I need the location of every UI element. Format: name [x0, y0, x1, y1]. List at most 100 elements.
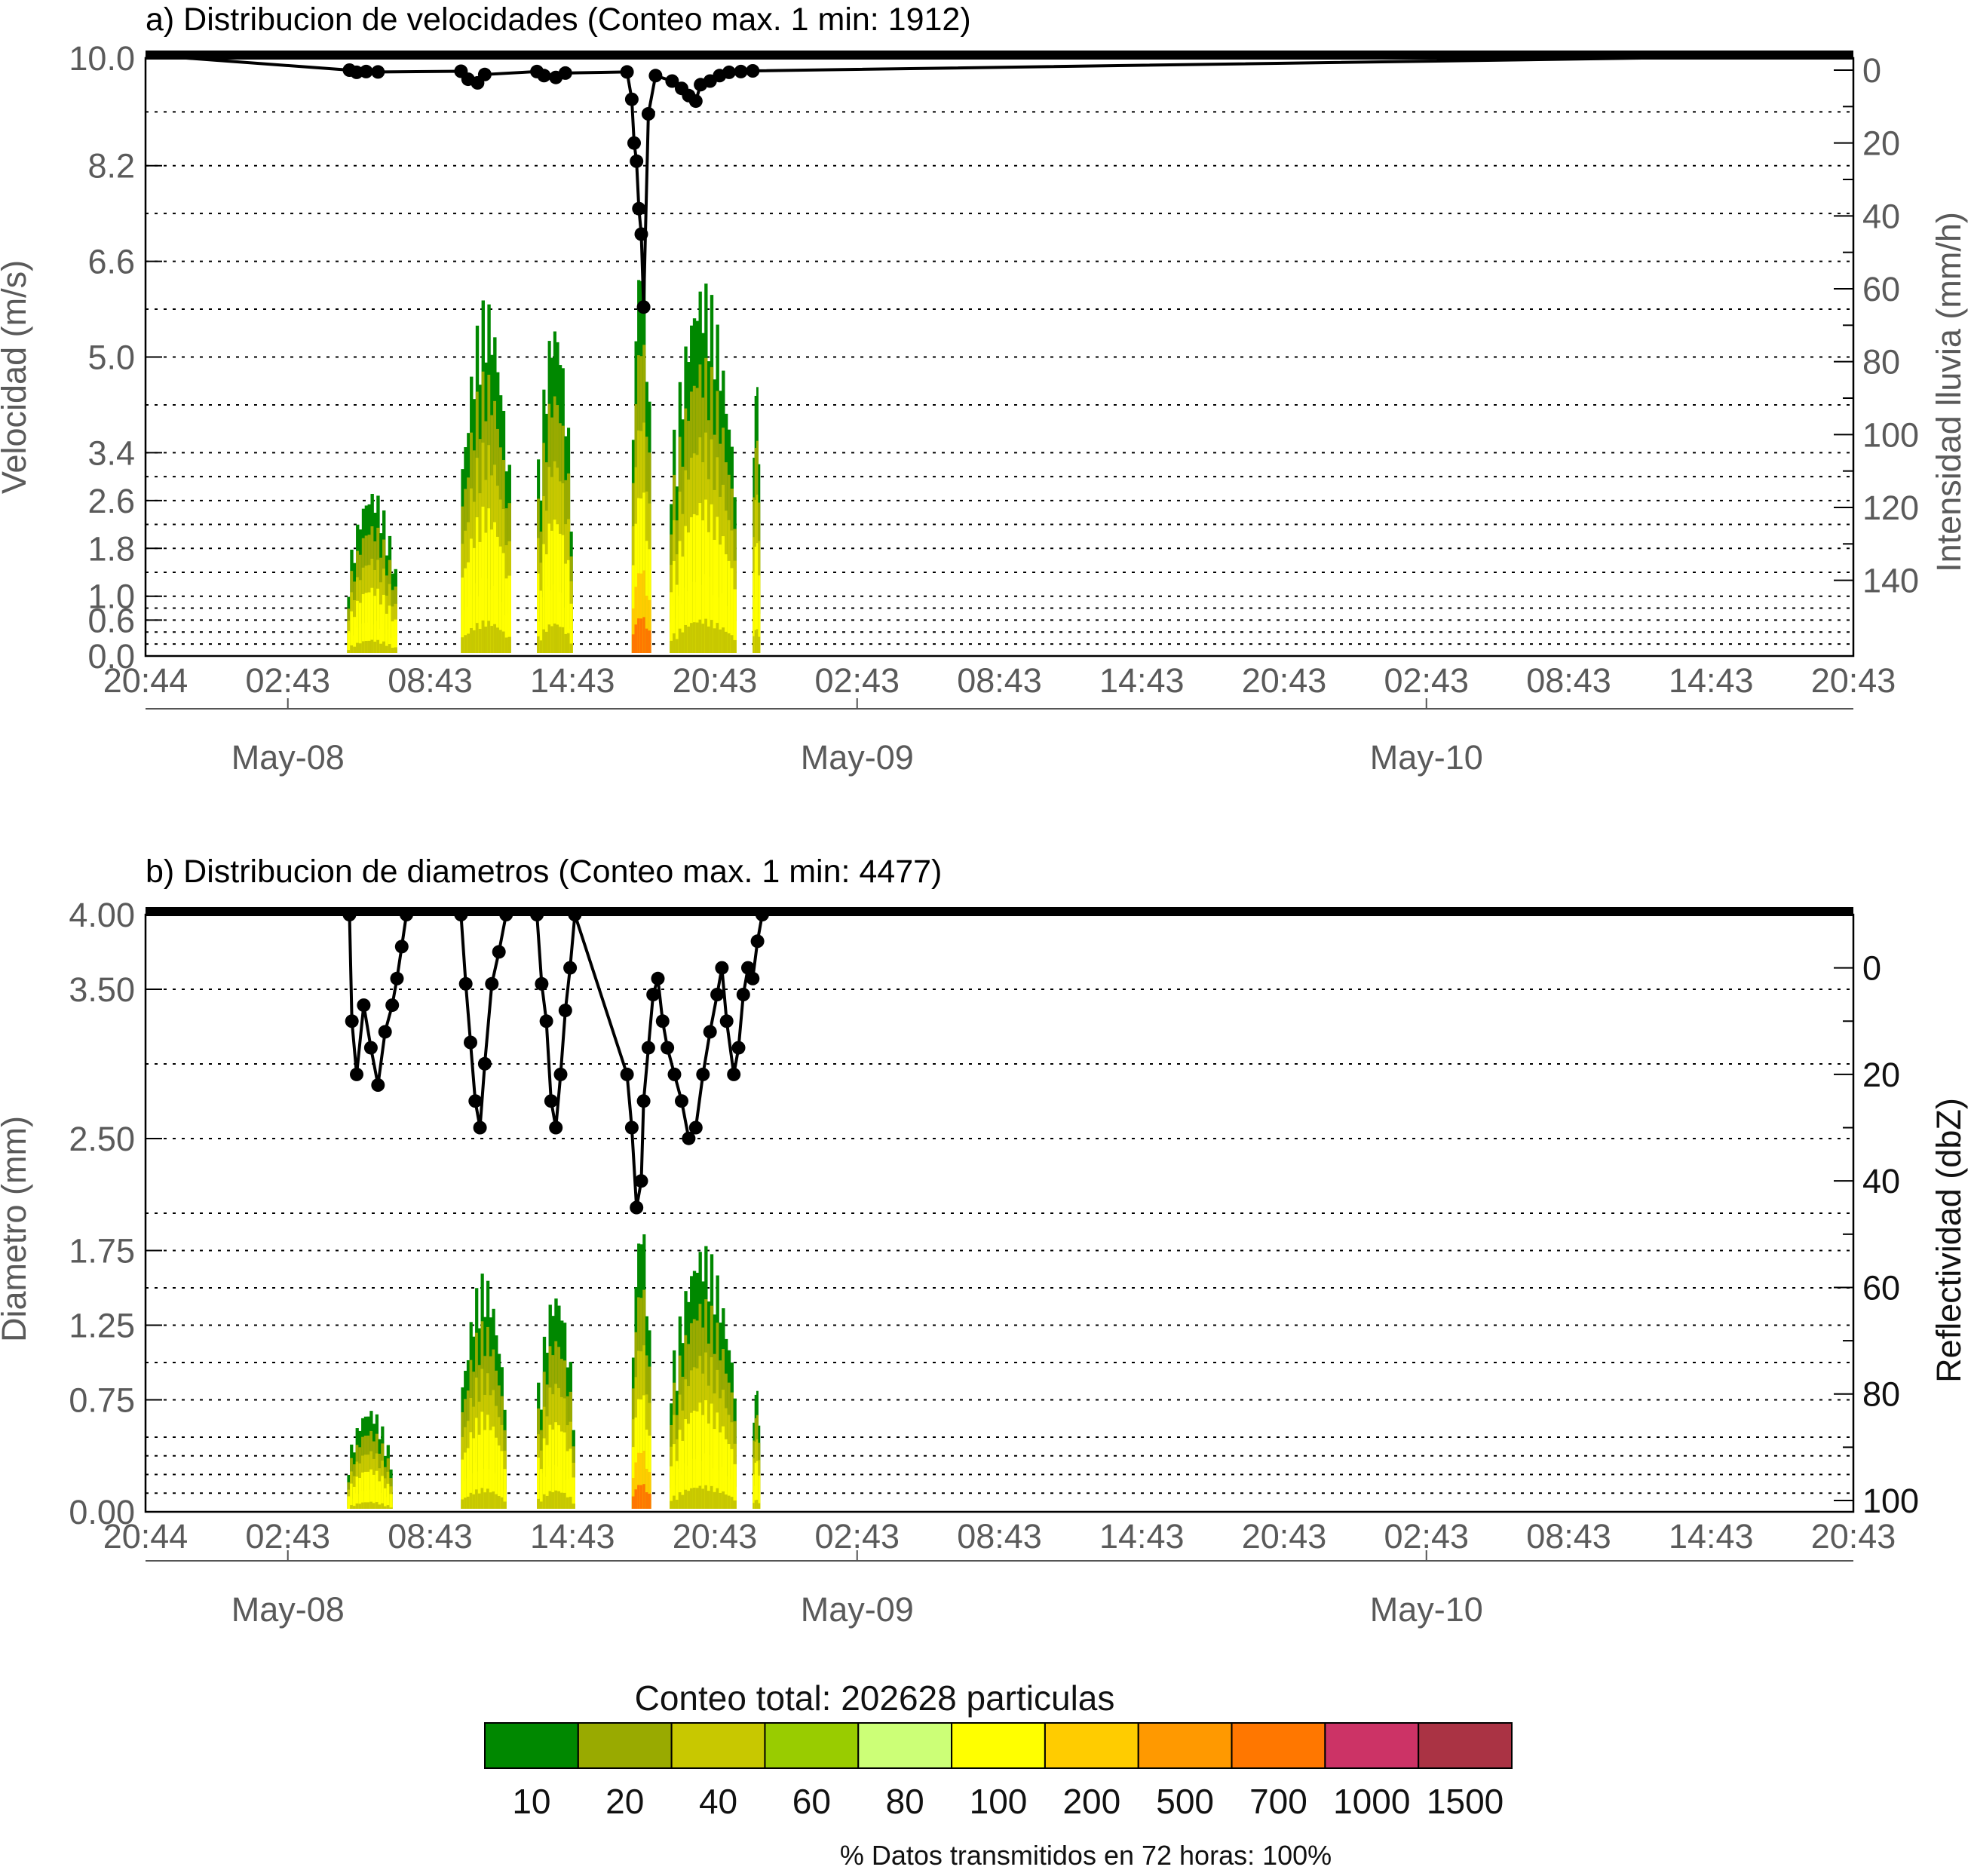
- series-point: [539, 1014, 553, 1028]
- heat-cell: [733, 621, 737, 653]
- series-point: [620, 65, 634, 79]
- heat-cell: [687, 1465, 691, 1509]
- series-point: [741, 961, 755, 975]
- transmission-footer: % Datos transmitidos en 72 horas: 100%: [840, 1840, 1332, 1871]
- heat-cell: [391, 621, 395, 653]
- heat-cell: [713, 595, 717, 653]
- heat-cell: [548, 1466, 552, 1509]
- series-point: [345, 1014, 359, 1028]
- heat-cell: [356, 600, 360, 653]
- heat-cell: [724, 631, 728, 653]
- heat-cell: [461, 1459, 464, 1509]
- heat-cell: [495, 1473, 498, 1509]
- heat-cell: [730, 609, 734, 653]
- heat-cell: [363, 1502, 368, 1509]
- heat-cell: [475, 583, 480, 653]
- series-point: [492, 945, 506, 959]
- x-tick-label: 20:43: [1811, 661, 1896, 700]
- heat-cell: [675, 1485, 679, 1509]
- heat-cell: [673, 1476, 676, 1509]
- heat-cell: [727, 1495, 731, 1509]
- heat-cell: [564, 633, 568, 653]
- x-tick-label: 08:43: [388, 661, 473, 700]
- heat-cell: [394, 636, 397, 653]
- series-point: [719, 1014, 734, 1028]
- heat-event: [461, 300, 511, 653]
- heat-cell: [637, 618, 641, 653]
- heat-cell: [733, 1464, 737, 1509]
- heat-cell: [716, 1460, 719, 1509]
- series-point: [544, 1094, 558, 1108]
- heat-cell: [707, 1491, 711, 1509]
- heat-cell: [639, 1485, 643, 1509]
- heat-cell: [692, 1488, 697, 1509]
- colorbar-swatch: [764, 1722, 860, 1769]
- colorbar-label: 20: [605, 1782, 644, 1821]
- heat-cell: [756, 1461, 759, 1509]
- heat-cell: [364, 623, 369, 653]
- colorbar-swatch: [1324, 1722, 1420, 1769]
- heat-cell: [724, 602, 728, 653]
- series-point: [651, 971, 665, 986]
- heat-cell: [355, 1493, 359, 1509]
- x-tick-label: 08:43: [957, 661, 1042, 700]
- heat-cell: [490, 590, 494, 653]
- heat-cell: [710, 1455, 714, 1509]
- heat-cell: [758, 614, 761, 653]
- heat-cell: [727, 633, 731, 653]
- heat-cell: [639, 573, 643, 653]
- heat-cell: [695, 1459, 700, 1509]
- series-point: [558, 66, 572, 80]
- heat-cell: [539, 1501, 544, 1509]
- series-point: [731, 1041, 746, 1055]
- series-point: [646, 988, 661, 1001]
- heat-cell: [733, 1486, 737, 1509]
- heat-cell: [690, 1460, 694, 1509]
- date-label: May-09: [801, 738, 914, 777]
- series-point: [371, 1078, 385, 1092]
- series-point: [627, 136, 641, 150]
- heat-cell: [544, 602, 549, 653]
- heat-cell: [710, 620, 714, 653]
- heat-cell: [378, 1504, 382, 1509]
- series-point: [359, 64, 373, 78]
- heat-cell: [366, 1491, 370, 1509]
- series-point: [363, 1041, 378, 1055]
- heat-cell: [722, 1491, 725, 1509]
- heat-cell: [464, 1480, 467, 1509]
- heat-cell: [379, 629, 383, 653]
- heat-cell: [382, 594, 386, 653]
- heat-event: [347, 1411, 393, 1509]
- heat-cell: [475, 623, 480, 653]
- heat-cell: [372, 1503, 376, 1509]
- y-tick-label: 2.6: [87, 482, 135, 520]
- heat-cell: [498, 598, 503, 653]
- heat-cell: [394, 619, 397, 653]
- heat-cell: [355, 1503, 359, 1509]
- series-point: [553, 1067, 568, 1081]
- heat-cell: [369, 1501, 373, 1509]
- heat-cell: [547, 587, 551, 653]
- heat-cell: [350, 611, 354, 653]
- heat-cell: [716, 583, 719, 653]
- series-point: [385, 998, 400, 1013]
- colorbar-label: 100: [970, 1782, 1028, 1821]
- heat-cell: [548, 1491, 552, 1509]
- heat-cell: [537, 612, 541, 653]
- heat-cell: [704, 1485, 708, 1509]
- heat-cell: [566, 1451, 570, 1509]
- heat-cell: [645, 596, 648, 653]
- heat-cell: [733, 639, 737, 653]
- y2-tick-label: 80: [1862, 1375, 1900, 1414]
- colorbar-legend: Conteo total: 202628 particulas 10 20 40 60…: [484, 1678, 1513, 1821]
- series-point: [378, 1025, 392, 1039]
- heat-cell: [716, 623, 719, 653]
- heat-cell: [472, 630, 477, 653]
- heat-cell: [361, 1491, 365, 1509]
- heat-cell: [707, 1465, 711, 1509]
- series-point: [468, 1094, 483, 1108]
- heat-cell: [569, 1448, 573, 1509]
- x-tick-label: 14:43: [530, 1517, 615, 1556]
- series-point: [688, 1120, 703, 1135]
- series-point: [636, 1094, 651, 1108]
